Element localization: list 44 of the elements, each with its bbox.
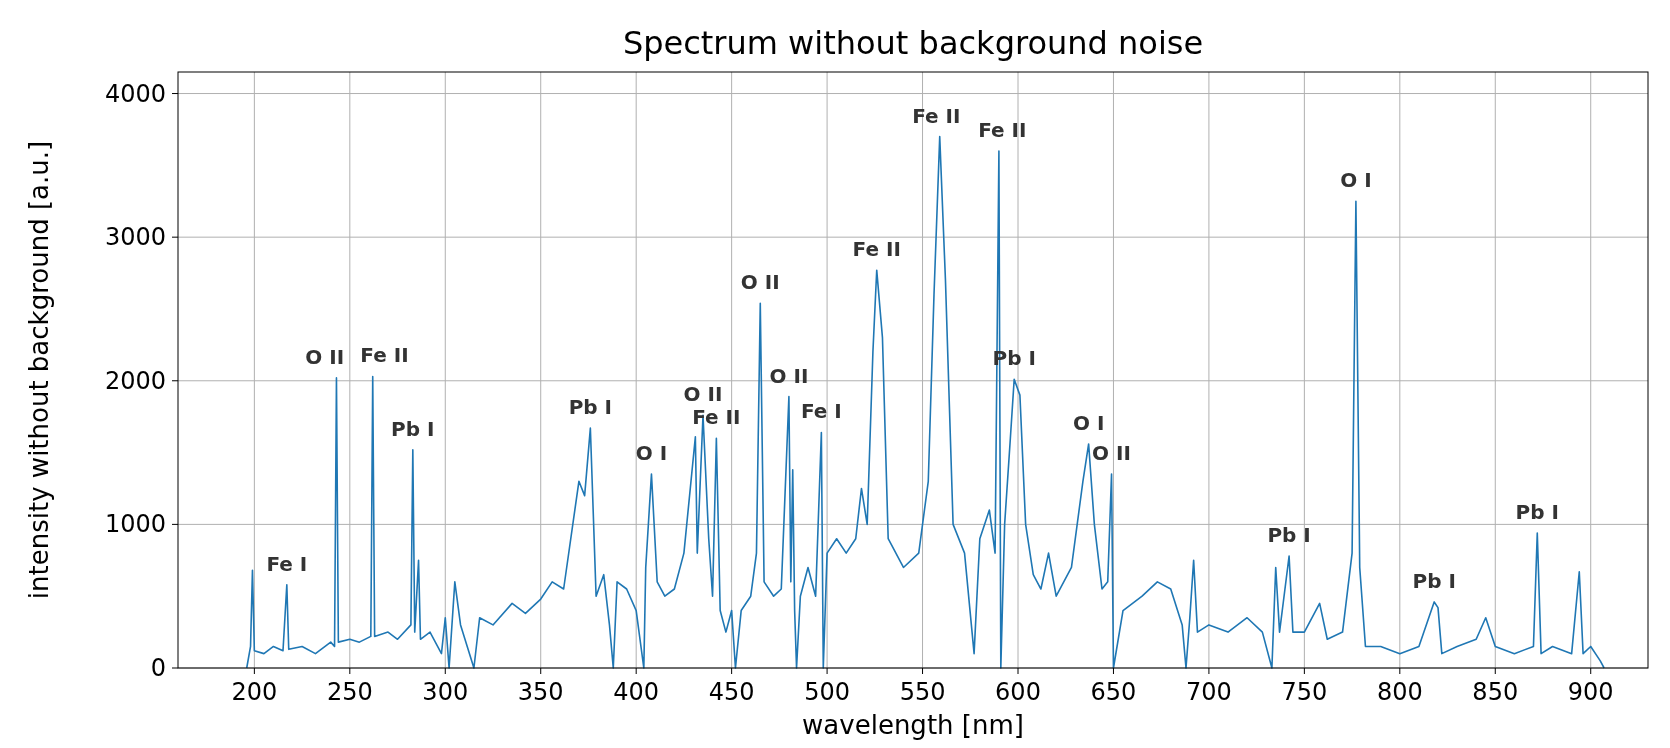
line-series <box>245 135 1605 669</box>
annotation: Fe II <box>692 405 741 430</box>
chart-title: Spectrum without background noise <box>622 24 1204 62</box>
x-tick-label: 450 <box>708 678 755 706</box>
annotation: O II <box>1092 441 1131 466</box>
x-tick-label: 400 <box>613 678 660 706</box>
annotation: Pb I <box>568 395 613 420</box>
y-tick-label: 3000 <box>104 223 166 252</box>
y-tick-label: 1000 <box>104 510 166 539</box>
x-tick-label: 300 <box>422 678 469 706</box>
x-axis-title: wavelength [nm] <box>802 710 1024 740</box>
annotation: O II <box>769 363 809 388</box>
y-axis-title: intensity without background [a.u.] <box>24 140 54 600</box>
annotation: O II <box>305 344 345 369</box>
x-tick-label: 700 <box>1186 678 1232 706</box>
annotation: Pb I <box>1515 500 1559 524</box>
x-tick-label: 250 <box>326 678 373 706</box>
annotation: O I <box>1072 410 1105 435</box>
annotation: Fe II <box>852 237 901 262</box>
annotation: O II <box>740 270 780 295</box>
annotation: Pb I <box>391 416 435 441</box>
x-tick-label: 550 <box>899 678 946 706</box>
y-tick-label: 2000 <box>104 366 166 395</box>
annotation: Pb I <box>1267 522 1311 547</box>
x-tick-label: 900 <box>1567 678 1614 706</box>
y-tick-label: 4000 <box>104 79 166 108</box>
x-tick-label: 750 <box>1281 678 1328 706</box>
annotation: Pb I <box>1412 568 1456 593</box>
annotation: O II <box>683 382 723 407</box>
x-tick-label: 350 <box>517 678 564 706</box>
annotation: Fe II <box>360 343 409 368</box>
x-tick-label: 500 <box>804 678 850 706</box>
x-tick-label: 600 <box>995 678 1041 706</box>
x-tick-label: 800 <box>1376 678 1423 706</box>
annotation: O I <box>1340 168 1372 193</box>
annotation: Fe I <box>800 399 842 424</box>
annotation: Fe II <box>912 103 961 128</box>
annotation: O I <box>635 441 668 466</box>
y-tick-label: 0 <box>150 654 166 682</box>
annotation: Fe I <box>266 551 308 576</box>
x-tick-label: 200 <box>231 678 278 706</box>
annotation: Fe II <box>978 117 1027 142</box>
x-tick-label: 650 <box>1090 678 1137 706</box>
x-tick-label: 850 <box>1472 678 1519 706</box>
